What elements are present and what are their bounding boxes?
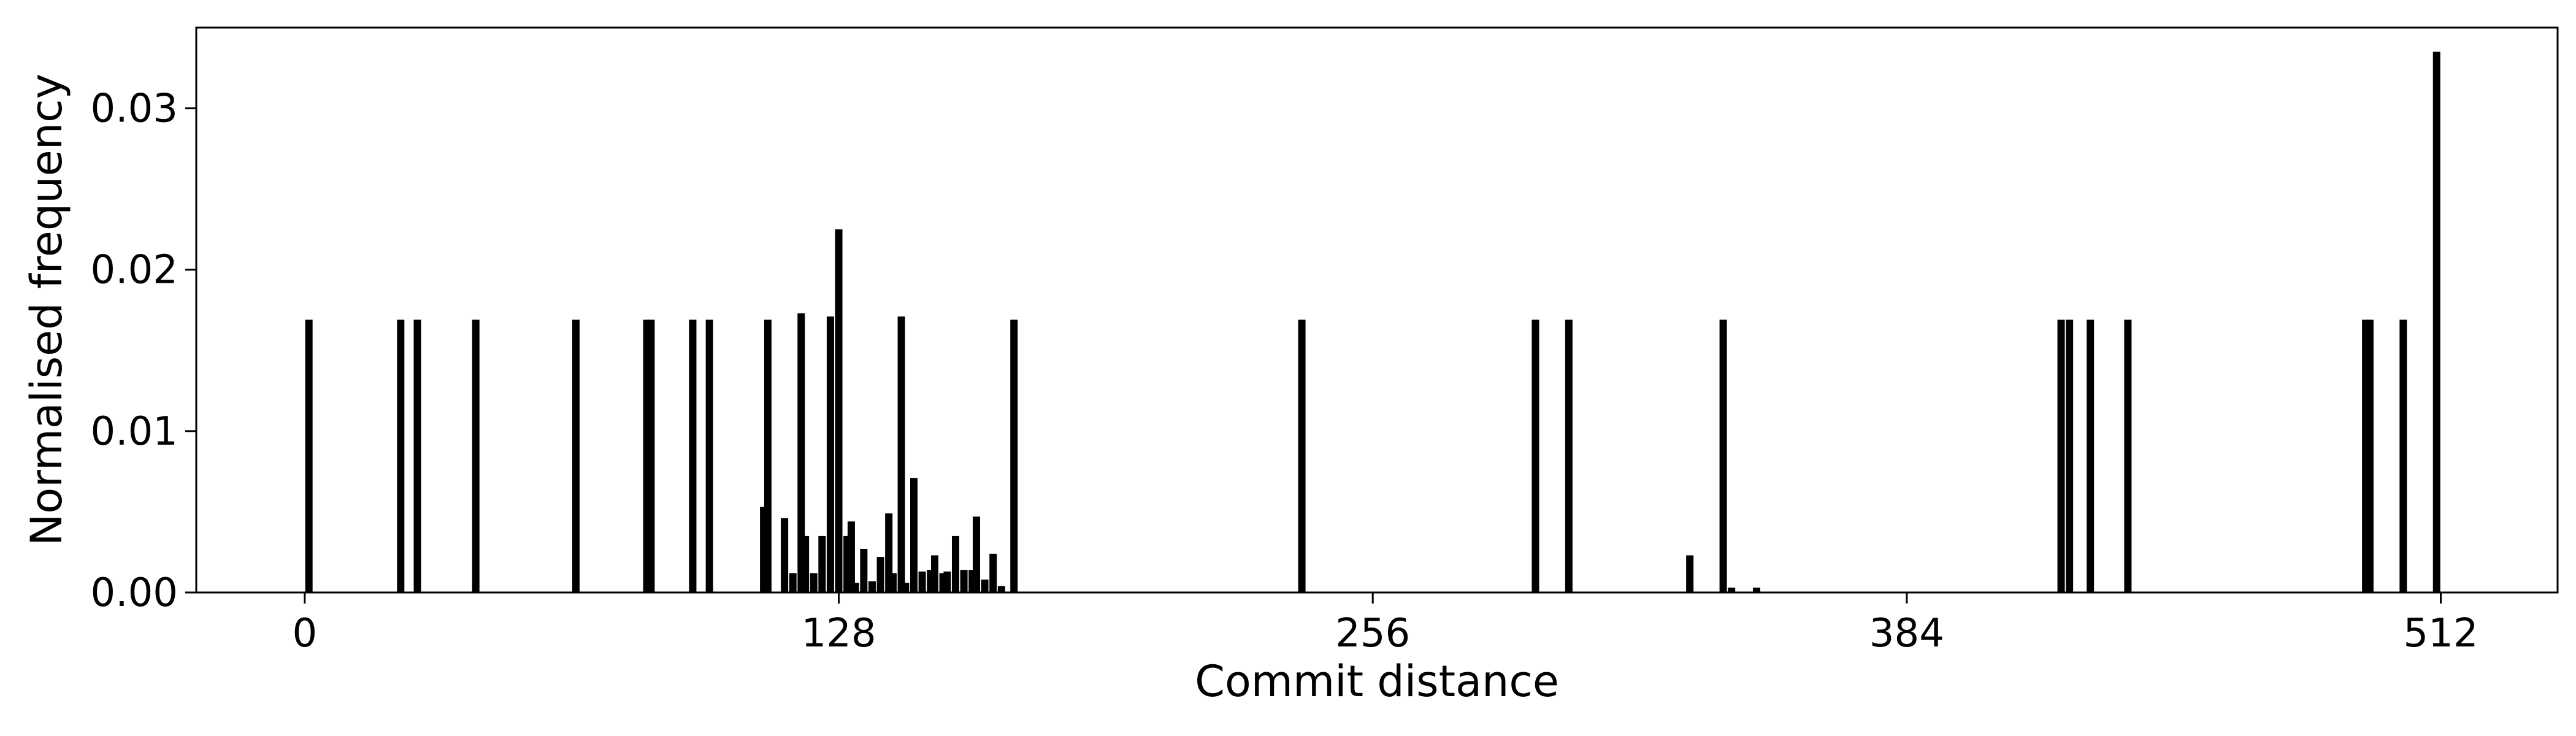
- bars-group: [304, 52, 2441, 593]
- bar: [764, 320, 772, 592]
- bar: [951, 535, 959, 592]
- bar: [1752, 588, 1760, 592]
- bar: [397, 320, 405, 592]
- bar: [1298, 320, 1306, 592]
- bar: [2432, 52, 2440, 592]
- bar: [897, 316, 905, 592]
- bar: [2399, 320, 2407, 592]
- y-axis-label: Normalised frequency: [21, 74, 72, 546]
- bar: [868, 581, 876, 592]
- x-axis-ticks: 0 128 256 384 512: [292, 592, 2478, 656]
- bar: [910, 478, 918, 592]
- bar: [902, 583, 910, 592]
- bar: [981, 579, 989, 592]
- bar: [943, 571, 951, 592]
- bar: [2087, 320, 2095, 592]
- bar: [918, 571, 926, 592]
- bar: [835, 229, 843, 592]
- bar: [851, 583, 859, 592]
- bar: [2066, 320, 2074, 592]
- bar: [789, 573, 797, 592]
- bar: [1719, 320, 1727, 592]
- bar: [1565, 320, 1573, 592]
- plot-area-frame: [195, 26, 2559, 594]
- bar: [930, 555, 938, 592]
- bar: [2057, 320, 2065, 592]
- bar: [1686, 555, 1694, 592]
- y-tick-label: 0.01: [91, 409, 178, 454]
- bar: [847, 521, 855, 592]
- x-tick-label: 128: [801, 611, 876, 656]
- bar: [647, 320, 655, 592]
- bar: [1531, 320, 1539, 592]
- bar: [818, 535, 826, 592]
- bar: [781, 518, 789, 592]
- bar: [802, 535, 810, 592]
- bar: [810, 573, 818, 592]
- x-tick-label: 256: [1335, 611, 1410, 656]
- bar: [889, 573, 897, 592]
- bar: [2124, 320, 2132, 592]
- bar: [876, 557, 884, 592]
- x-tick-label: 384: [1869, 611, 1944, 656]
- bar: [472, 320, 480, 592]
- bar: [826, 316, 834, 592]
- bar: [689, 320, 697, 592]
- bar: [797, 313, 805, 592]
- y-tick-label: 0.00: [91, 570, 178, 616]
- bar: [413, 320, 421, 592]
- bar: [885, 513, 893, 592]
- y-tick-label: 0.02: [91, 248, 178, 293]
- bar: [860, 548, 868, 592]
- x-tick-label: 512: [2403, 611, 2478, 656]
- bar: [960, 570, 968, 592]
- x-tick-label: 0: [292, 611, 317, 656]
- y-tick-label: 0.03: [91, 86, 178, 132]
- bar: [2366, 320, 2374, 592]
- bar: [1728, 588, 1736, 592]
- bar: [705, 320, 713, 592]
- bar: [572, 320, 580, 592]
- bar: [1010, 320, 1018, 592]
- x-axis-label: Commit distance: [1195, 656, 1559, 707]
- bar: [997, 586, 1005, 592]
- bar: [305, 320, 313, 592]
- bar: [972, 516, 980, 592]
- y-axis-ticks: 0.00 0.01 0.02 0.03: [91, 86, 196, 616]
- bar: [989, 553, 997, 592]
